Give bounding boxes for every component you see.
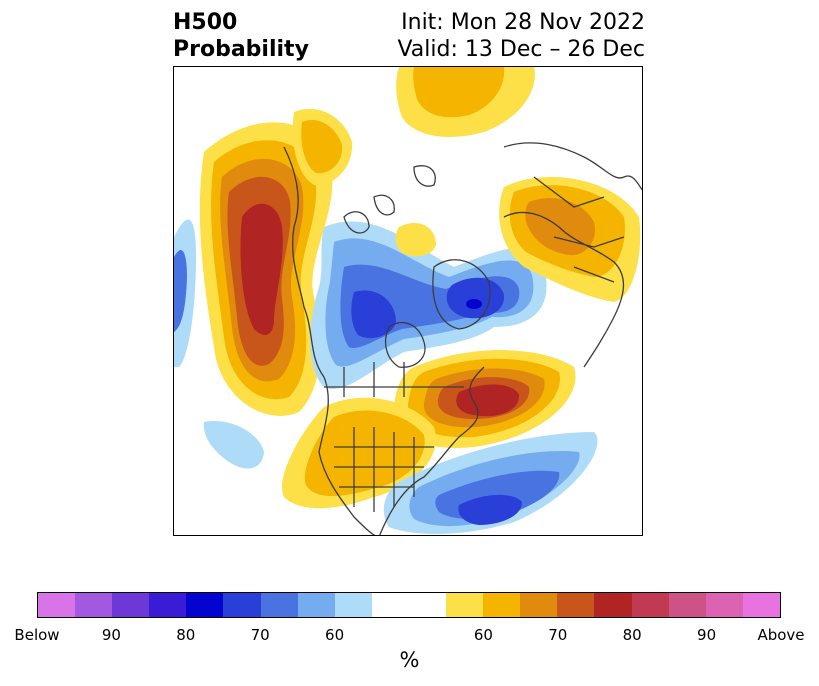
colorbar-cell: [594, 593, 632, 617]
chart-title-right: Init: Mon 28 Nov 2022 Valid: 13 Dec – 26…: [397, 9, 645, 63]
colorbar-cell: [408, 593, 447, 617]
pole-yellow: [395, 223, 436, 257]
init-date: Init: Mon 28 Nov 2022: [401, 10, 645, 35]
canada-provinces: [324, 362, 464, 397]
eurasia-coast: [503, 142, 642, 191]
hudson-core: [466, 299, 482, 309]
colorbar-tick-labels: Below 90 80 70 60 60 70 80 90 Above: [14, 626, 804, 646]
colorbar-cell: [668, 593, 706, 617]
colorbar-cell: [75, 593, 113, 617]
colorbar-cell: [186, 593, 224, 617]
europe-outline: [503, 211, 625, 368]
colorbar-cell: [371, 593, 409, 617]
asia-borders: [533, 176, 625, 283]
colorbar-tick-label: 60: [325, 626, 345, 644]
colorbar-cell: [334, 593, 372, 617]
hudson-bay: [385, 322, 426, 368]
colorbar-tick-label: 70: [250, 626, 270, 644]
colorbar-cell: [260, 593, 298, 617]
colorbar-cell: [149, 593, 187, 617]
pacific-small-blue: [203, 421, 264, 469]
colorbar-cell: [446, 593, 484, 617]
colorbar-cell: [38, 593, 76, 617]
colorbar-cell: [112, 593, 150, 617]
us-gold: [304, 410, 425, 497]
east-canada-positive-anomaly: [393, 350, 576, 448]
east-coast: [379, 366, 485, 535]
pacific-positive-anomaly: [199, 122, 333, 416]
colorbar-unit-label: %: [399, 648, 420, 672]
alaska-gold: [301, 119, 343, 174]
valid-range: Valid: 13 Dec – 26 Dec: [397, 37, 645, 62]
colorbar-cell: [483, 593, 521, 617]
colorbar-tick-label: 90: [101, 626, 121, 644]
us-positive-anomaly: [282, 397, 436, 509]
west-edge-blue-2: [174, 249, 187, 332]
probability-map: [173, 66, 643, 536]
colorbar-tick-label: Above: [757, 626, 805, 644]
colorbar-cell: [223, 593, 261, 617]
colorbar-cell: [557, 593, 595, 617]
colorbar-tick-label: 80: [176, 626, 196, 644]
chart-title-left: H500 Probability: [173, 9, 309, 63]
coastlines: [283, 142, 642, 535]
top-gold: [413, 67, 505, 118]
north-america-coast: [283, 146, 376, 535]
siberia-positive-anomaly: [292, 67, 641, 302]
hudson-blue-3: [446, 277, 505, 319]
colorbar-cell: [705, 593, 743, 617]
canada-blue-3: [351, 290, 396, 339]
colorbar-tick-label: 70: [548, 626, 568, 644]
probability-colorbar: [37, 592, 781, 618]
colorbar-cell: [631, 593, 669, 617]
colorbar-tick-label: 60: [473, 626, 493, 644]
canada-negative-anomaly: [310, 221, 547, 389]
colorbar-cell: [520, 593, 558, 617]
atlantic-negative-anomaly: [383, 432, 598, 534]
colorbar-tick-label: 80: [622, 626, 642, 644]
colorbar-cell: [742, 593, 780, 617]
arctic-islands: [343, 165, 436, 234]
east-red: [456, 384, 520, 417]
colorbar-tick-label: 90: [697, 626, 717, 644]
us-states: [334, 427, 434, 512]
colorbar-cell: [297, 593, 335, 617]
greenland: [432, 259, 491, 330]
product-label: Probability: [173, 37, 309, 62]
pacific-red: [240, 203, 283, 335]
variable-label: H500: [173, 10, 238, 35]
colorbar-tick-label: Below: [14, 626, 60, 644]
map-canvas: [174, 67, 642, 535]
atlantic-blue-3: [458, 494, 522, 525]
